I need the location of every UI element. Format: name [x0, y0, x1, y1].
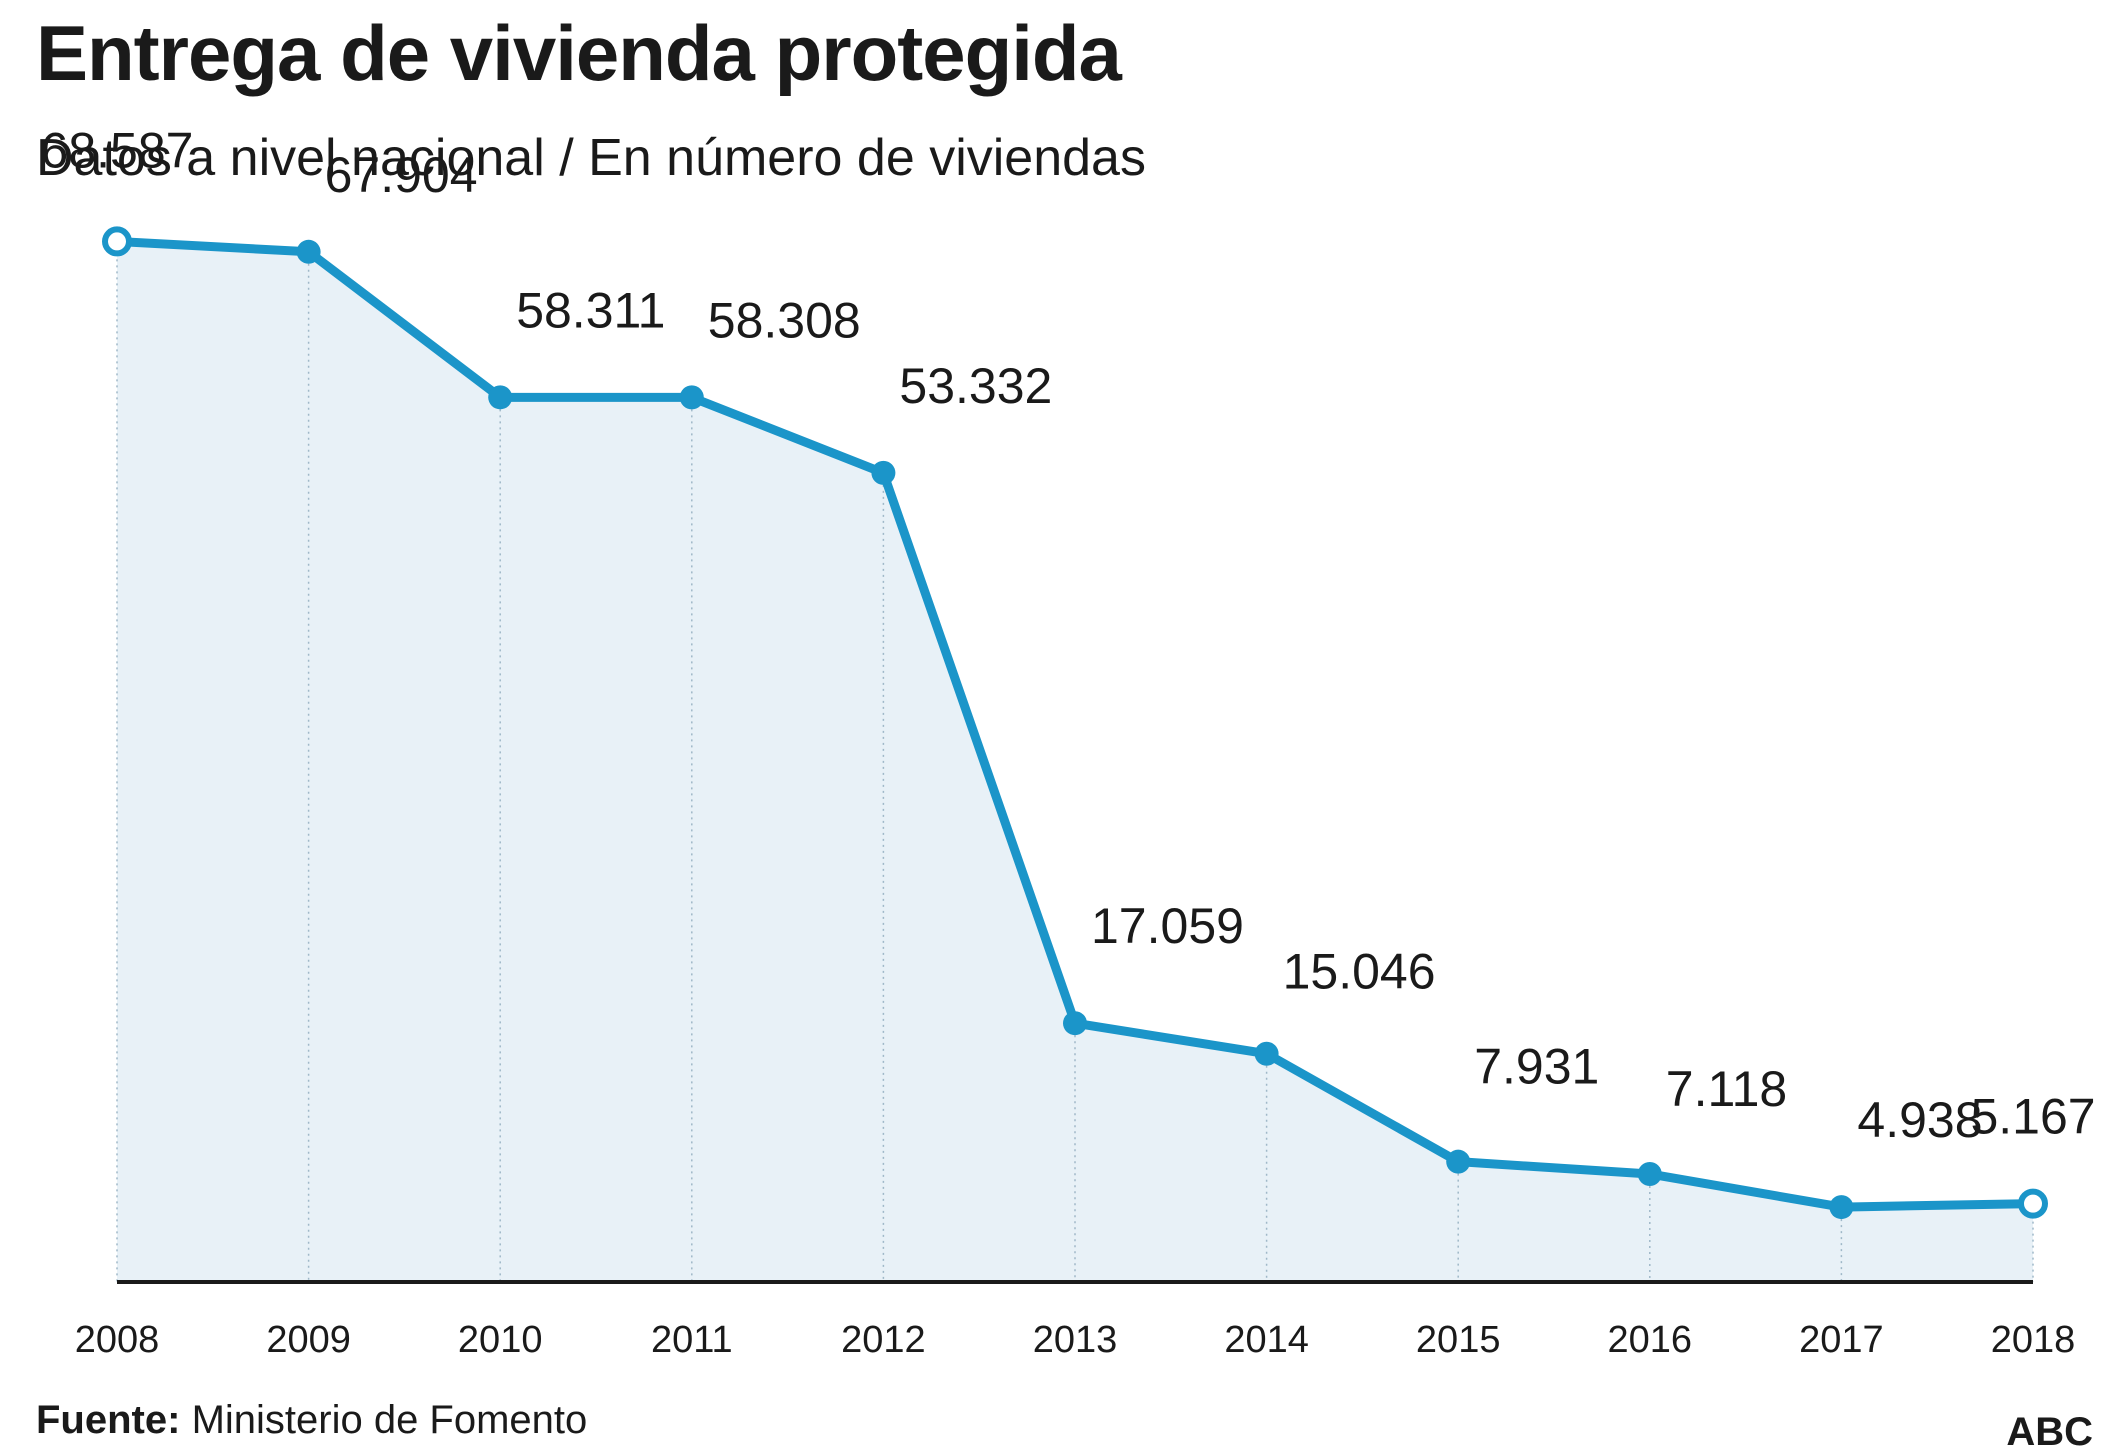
- data-point-2017: [1829, 1195, 1854, 1220]
- x-tick-label-2017: 2017: [1799, 1319, 1884, 1361]
- data-point-2008: [102, 226, 132, 257]
- data-point-2010: [488, 385, 513, 410]
- x-tick-label-2013: 2013: [1033, 1319, 1118, 1361]
- x-tick-label-2012: 2012: [841, 1319, 926, 1361]
- data-point-2009: [296, 239, 321, 264]
- data-label-2009: 67.904: [325, 147, 478, 203]
- data-point-2012: [871, 460, 896, 485]
- x-tick-label-2015: 2015: [1416, 1319, 1501, 1361]
- x-tick-label-2016: 2016: [1608, 1319, 1693, 1361]
- data-point-2014: [1254, 1041, 1279, 1066]
- data-point-2013: [1063, 1011, 1087, 1036]
- data-label-2013: 17.059: [1091, 898, 1244, 954]
- data-label-2018: 5.167: [1970, 1089, 2095, 1145]
- source-note: Fuente: Ministerio de Fomento: [36, 1398, 587, 1443]
- chart-title: Entrega de vivienda protegida: [36, 9, 1122, 97]
- x-tick-label-2010: 2010: [458, 1319, 543, 1361]
- chart-subtitle: Datos a nivel nacional / En número de vi…: [36, 129, 1146, 187]
- x-tick-label-2008: 2008: [75, 1319, 160, 1361]
- x-tick-label-2011: 2011: [651, 1319, 733, 1361]
- data-point-2015: [1446, 1149, 1471, 1174]
- data-label-2015: 7.931: [1474, 1039, 1599, 1095]
- data-label-2010: 58.311: [516, 282, 665, 338]
- area-fill: [117, 241, 2033, 1282]
- x-tick-label-2014: 2014: [1224, 1319, 1309, 1361]
- data-label-2016: 7.118: [1666, 1061, 1787, 1117]
- data-point-2011: [679, 385, 704, 410]
- source-text: Ministerio de Fomento: [191, 1398, 588, 1442]
- data-label-2011: 58.308: [708, 292, 861, 348]
- data-point-2018: [2018, 1188, 2048, 1219]
- data-label-2012: 53.332: [899, 358, 1052, 414]
- data-point-2016: [1637, 1162, 1662, 1187]
- x-tick-label-2018: 2018: [1991, 1319, 2076, 1361]
- x-tick-label-2009: 2009: [266, 1319, 351, 1361]
- data-label-2017: 4.938: [1857, 1092, 1982, 1148]
- brand-logo: ABC: [2006, 1410, 2093, 1454]
- source-label: Fuente:: [36, 1398, 181, 1442]
- data-label-2014: 15.046: [1283, 944, 1436, 1000]
- data-label-2008: 68.587: [41, 122, 194, 178]
